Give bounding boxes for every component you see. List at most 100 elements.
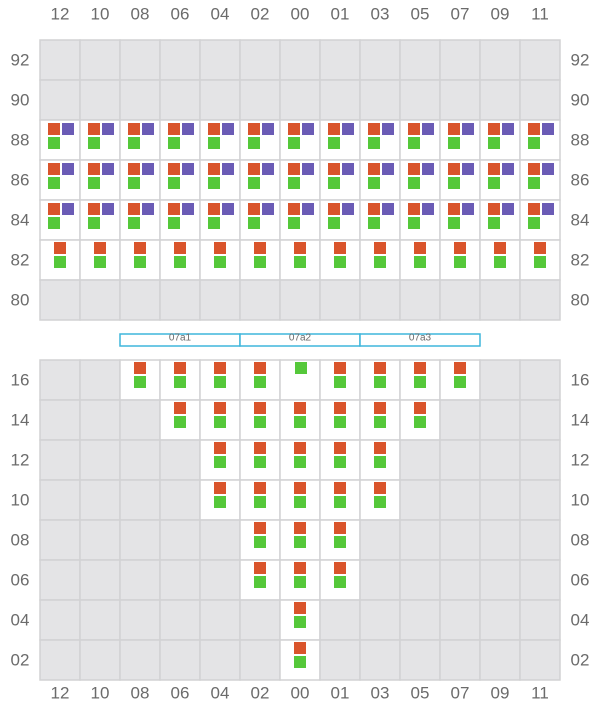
empty-cell <box>79 439 121 481</box>
slot-icon <box>248 217 260 229</box>
empty-cell <box>119 639 161 681</box>
slot-icon <box>374 242 386 254</box>
empty-cell <box>439 479 481 521</box>
slot-icon <box>488 163 500 175</box>
slot-icon <box>254 442 266 454</box>
slot-icon <box>88 137 100 149</box>
slot-icon <box>294 402 306 414</box>
empty-cell <box>439 39 481 81</box>
slot-icon <box>128 163 140 175</box>
slot-icon <box>208 123 220 135</box>
zone-box[interactable] <box>359 333 481 347</box>
slot-icon <box>534 256 546 268</box>
slot-icon <box>214 482 226 494</box>
slot-icon <box>128 177 140 189</box>
slot-icon <box>408 177 420 189</box>
slot-icon <box>254 376 266 388</box>
slot-icon <box>295 362 307 374</box>
column-label: 02 <box>251 4 270 23</box>
empty-cell <box>399 439 441 481</box>
slot-icon <box>248 123 260 135</box>
empty-cell <box>399 79 441 121</box>
empty-cell <box>439 279 481 321</box>
slot-icon <box>454 242 466 254</box>
empty-cell <box>479 439 521 481</box>
slot-icon <box>334 442 346 454</box>
empty-cell <box>519 639 561 681</box>
row-label: 02 <box>11 650 30 669</box>
slot-icon <box>294 256 306 268</box>
empty-cell <box>39 399 81 441</box>
empty-cell <box>119 439 161 481</box>
slot-icon <box>294 602 306 614</box>
column-label: 07 <box>451 4 470 23</box>
slot-icon <box>294 416 306 428</box>
slot-icon <box>294 242 306 254</box>
slot-icon <box>334 482 346 494</box>
slot-icon <box>462 203 474 215</box>
slot-icon <box>374 376 386 388</box>
slot-icon <box>294 576 306 588</box>
slot-icon <box>214 442 226 454</box>
slot-icon <box>254 456 266 468</box>
slot-icon <box>294 442 306 454</box>
slot-icon <box>302 163 314 175</box>
slot-icon <box>214 256 226 268</box>
slot-icon <box>102 163 114 175</box>
slot-icon <box>454 376 466 388</box>
empty-cell <box>519 439 561 481</box>
slot-icon <box>254 576 266 588</box>
slot-icon <box>528 163 540 175</box>
slot-icon <box>48 123 60 135</box>
slot-icon <box>142 163 154 175</box>
slot-icon <box>294 642 306 654</box>
empty-cell <box>79 39 121 81</box>
empty-cell <box>479 359 521 401</box>
empty-cell <box>159 479 201 521</box>
slot-icon <box>334 562 346 574</box>
empty-cell <box>79 359 121 401</box>
slot-icon <box>422 163 434 175</box>
empty-cell <box>439 559 481 601</box>
slot-icon <box>48 137 60 149</box>
empty-cell <box>479 639 521 681</box>
slot-icon <box>62 123 74 135</box>
slot-icon <box>422 123 434 135</box>
zone-label: 07a2 <box>289 333 312 344</box>
slot-icon <box>88 177 100 189</box>
column-label: 07 <box>451 683 470 702</box>
row-label: 90 <box>11 90 30 109</box>
slot-icon <box>328 123 340 135</box>
row-label: 84 <box>571 210 590 229</box>
slot-icon <box>334 402 346 414</box>
slot-icon <box>368 217 380 229</box>
zone-label: 07a1 <box>169 333 192 344</box>
empty-cell <box>479 39 521 81</box>
column-label: 10 <box>91 4 110 23</box>
empty-cell <box>39 279 81 321</box>
slot-icon <box>334 256 346 268</box>
slot-icon <box>134 376 146 388</box>
empty-cell <box>199 39 241 81</box>
slot-icon <box>94 256 106 268</box>
slot-icon <box>222 203 234 215</box>
slot-icon <box>414 376 426 388</box>
empty-cell <box>279 279 321 321</box>
slot-icon <box>414 416 426 428</box>
slot-icon <box>368 163 380 175</box>
slot-icon <box>328 203 340 215</box>
empty-cell <box>439 639 481 681</box>
row-label: 90 <box>571 90 590 109</box>
slot-icon <box>288 163 300 175</box>
column-label: 02 <box>251 683 270 702</box>
slot-icon <box>62 203 74 215</box>
slot-icon <box>502 163 514 175</box>
slot-icon <box>302 123 314 135</box>
slot-icon <box>254 402 266 414</box>
slot-icon <box>408 163 420 175</box>
empty-cell <box>399 479 441 521</box>
slot-icon <box>374 402 386 414</box>
empty-cell <box>39 479 81 521</box>
empty-cell <box>519 359 561 401</box>
column-label: 08 <box>131 683 150 702</box>
